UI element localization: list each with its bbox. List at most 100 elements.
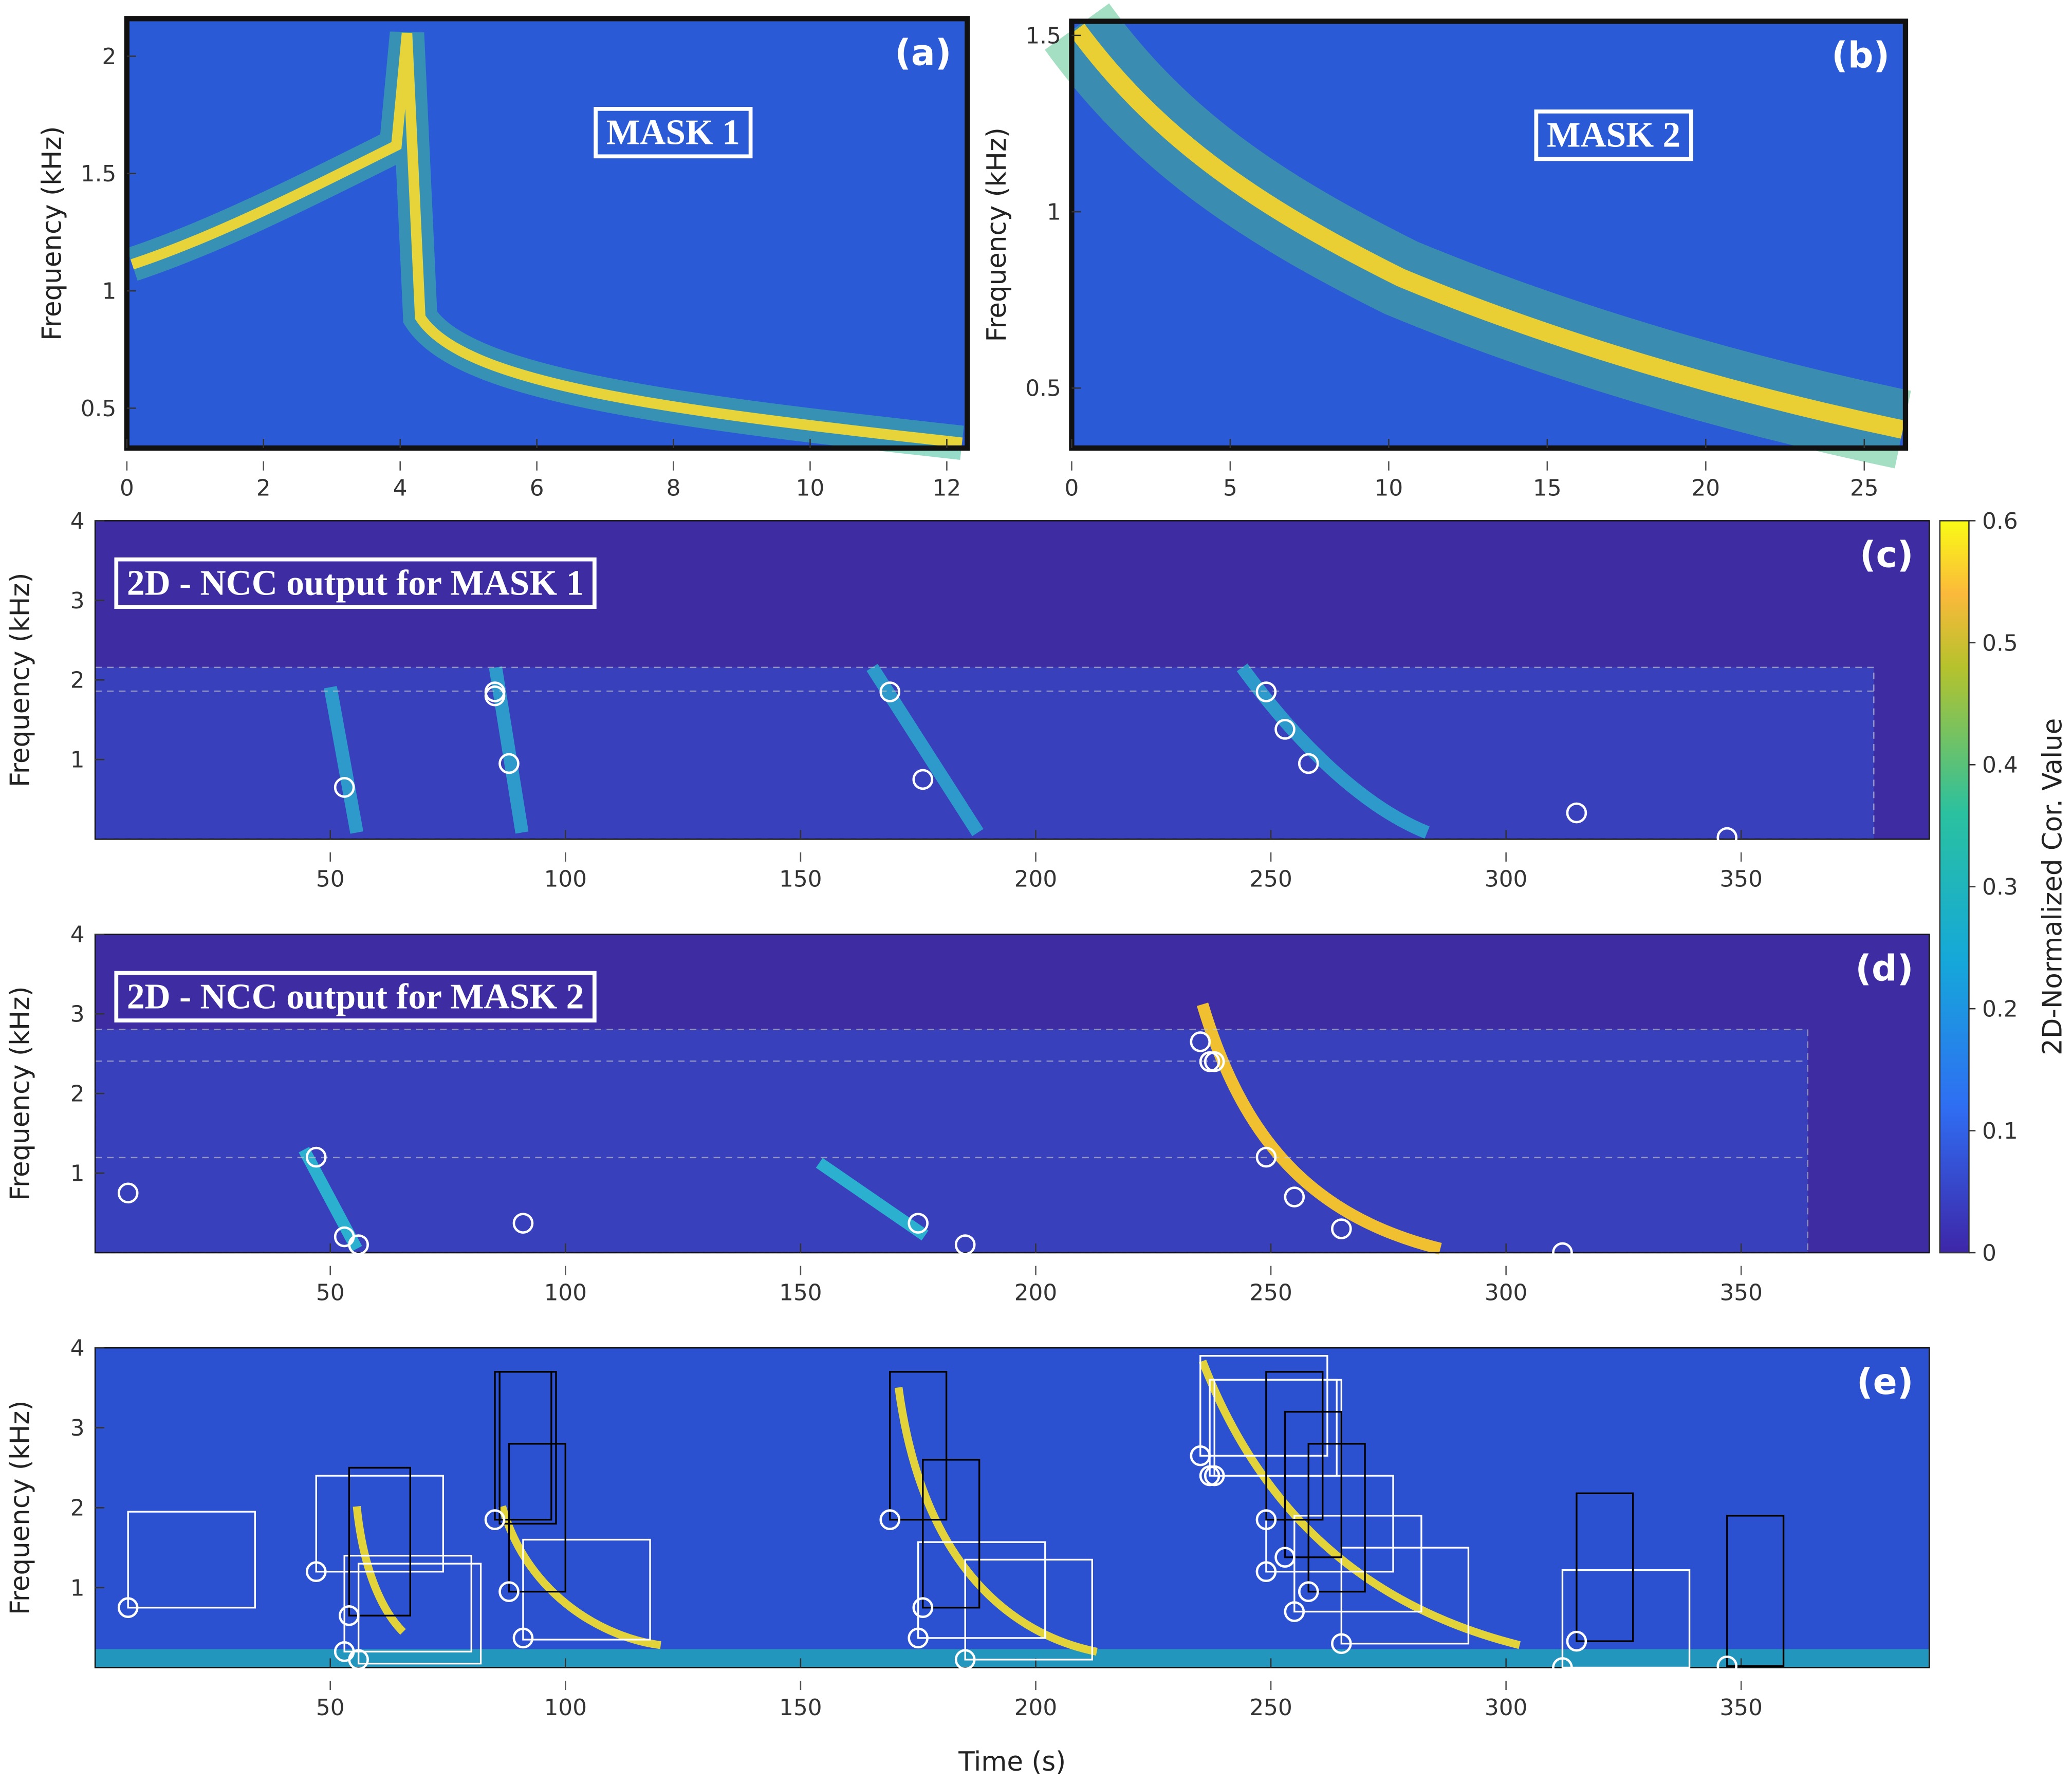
detection-box xyxy=(1265,1475,1394,1573)
x-tick-label: 6 xyxy=(530,475,544,501)
detection-box xyxy=(964,1558,1093,1661)
detection-box xyxy=(1340,1547,1470,1645)
y-axis-label: Frequency (kHz) xyxy=(5,986,36,1200)
y-tick-label: 1 xyxy=(102,278,116,304)
detection xyxy=(117,1182,139,1204)
detection-box xyxy=(343,1554,472,1652)
y-tick-label: 4 xyxy=(70,922,85,948)
y-tick-label: 1.5 xyxy=(81,161,117,187)
detection xyxy=(1298,1581,1319,1602)
x-tick-label: 250 xyxy=(1249,1280,1292,1306)
detection-box xyxy=(508,1443,566,1593)
annotation-box xyxy=(114,971,597,1023)
panel-label: (c) xyxy=(1860,534,1914,575)
panel-annotation: MASK 2 xyxy=(1547,116,1680,155)
detection xyxy=(305,1561,327,1583)
x-tick-label: 350 xyxy=(1720,1280,1763,1306)
detection xyxy=(1566,1630,1587,1652)
y-tick-label: 2 xyxy=(102,44,116,70)
y-tick-label: 1 xyxy=(70,747,85,773)
panel-title: 2D - NCC output for MASK 1 xyxy=(127,563,584,603)
detection-box xyxy=(1265,1371,1324,1521)
detection xyxy=(348,1649,369,1670)
detection xyxy=(117,1597,139,1619)
x-tick-label: 20 xyxy=(1692,475,1720,501)
detection xyxy=(1331,1218,1352,1239)
x-tick-label: 200 xyxy=(1014,866,1057,893)
detection xyxy=(1190,1445,1211,1466)
y-tick-label: 2 xyxy=(70,667,85,694)
x-tick-label: 100 xyxy=(544,866,587,893)
x-tick-label: 50 xyxy=(316,1695,345,1721)
x-tick-label: 8 xyxy=(667,475,681,501)
x-tick-label: 350 xyxy=(1720,866,1763,893)
x-tick-label: 300 xyxy=(1485,1280,1527,1306)
detection-box xyxy=(1293,1515,1422,1613)
y-tick-label: 3 xyxy=(70,1001,85,1028)
y-tick-label: 1 xyxy=(70,1161,85,1187)
colorbar-tick-label: 0.4 xyxy=(1982,752,2018,778)
detection xyxy=(348,1234,369,1255)
detection xyxy=(1190,1031,1211,1052)
panel-label: (b) xyxy=(1831,35,1890,76)
detection xyxy=(512,1213,534,1234)
x-tick-label: 300 xyxy=(1485,866,1527,893)
annotation-box xyxy=(114,557,597,609)
x-tick-label: 150 xyxy=(779,1280,822,1306)
detection xyxy=(339,1605,360,1626)
x-tick-label: 4 xyxy=(393,475,408,501)
detection xyxy=(1284,1601,1305,1622)
detection xyxy=(879,681,901,702)
detection-box xyxy=(1576,1492,1634,1642)
detection xyxy=(484,1509,506,1530)
x-tick-label: 350 xyxy=(1720,1695,1763,1721)
detection xyxy=(1566,802,1587,824)
detection xyxy=(1298,753,1319,774)
detection-box xyxy=(1307,1443,1366,1593)
detection-box xyxy=(1726,1515,1785,1667)
x-tick-label: 100 xyxy=(544,1695,587,1721)
detection xyxy=(498,1581,520,1602)
colorbar-tick-label: 0.3 xyxy=(1982,874,2018,900)
y-axis-label: Frequency (kHz) xyxy=(36,126,67,340)
x-tick-label: 25 xyxy=(1850,475,1879,501)
colorbar-tick-label: 0.5 xyxy=(1982,630,2018,656)
detection-box xyxy=(889,1371,948,1521)
detection xyxy=(305,1146,327,1168)
plot-frame xyxy=(124,16,970,451)
x-axis-label: Time (s) xyxy=(958,1746,1066,1777)
panel-label: (a) xyxy=(895,32,951,73)
y-tick-label: 4 xyxy=(70,508,85,534)
detection-box xyxy=(498,1371,557,1525)
detection xyxy=(334,777,355,798)
x-tick-label: 10 xyxy=(796,475,825,501)
detection-box xyxy=(127,1511,256,1609)
colorbar-tick-label: 0.2 xyxy=(1982,996,2018,1023)
x-tick-label: 150 xyxy=(779,866,822,893)
panel-label: (e) xyxy=(1857,1362,1914,1403)
detection xyxy=(1284,1186,1305,1207)
x-tick-label: 250 xyxy=(1249,1695,1292,1721)
x-tick-label: 300 xyxy=(1485,1695,1527,1721)
y-tick-label: 4 xyxy=(70,1335,85,1362)
detection-box xyxy=(1284,1410,1343,1558)
y-axis-label: Frequency (kHz) xyxy=(982,127,1012,342)
detection xyxy=(908,1213,929,1234)
colorbar-tick-label: 0.6 xyxy=(1982,508,2018,534)
y-tick-label: 1 xyxy=(70,1575,85,1601)
detection xyxy=(1552,1242,1573,1263)
panel-annotation: MASK 1 xyxy=(606,113,740,153)
colorbar-tick-label: 0 xyxy=(1982,1240,1996,1266)
x-tick-label: 150 xyxy=(779,1695,822,1721)
x-tick-label: 200 xyxy=(1014,1280,1057,1306)
detection xyxy=(1274,719,1296,740)
colorbar-label: 2D-Normalized Cor. Value xyxy=(2037,718,2068,1055)
detection xyxy=(484,681,506,702)
detection xyxy=(1204,1465,1225,1486)
plot-frame xyxy=(1069,18,1909,451)
detection-box xyxy=(315,1475,445,1573)
detection xyxy=(1716,1656,1738,1677)
detection xyxy=(1274,1547,1296,1568)
x-tick-label: 10 xyxy=(1375,475,1403,501)
